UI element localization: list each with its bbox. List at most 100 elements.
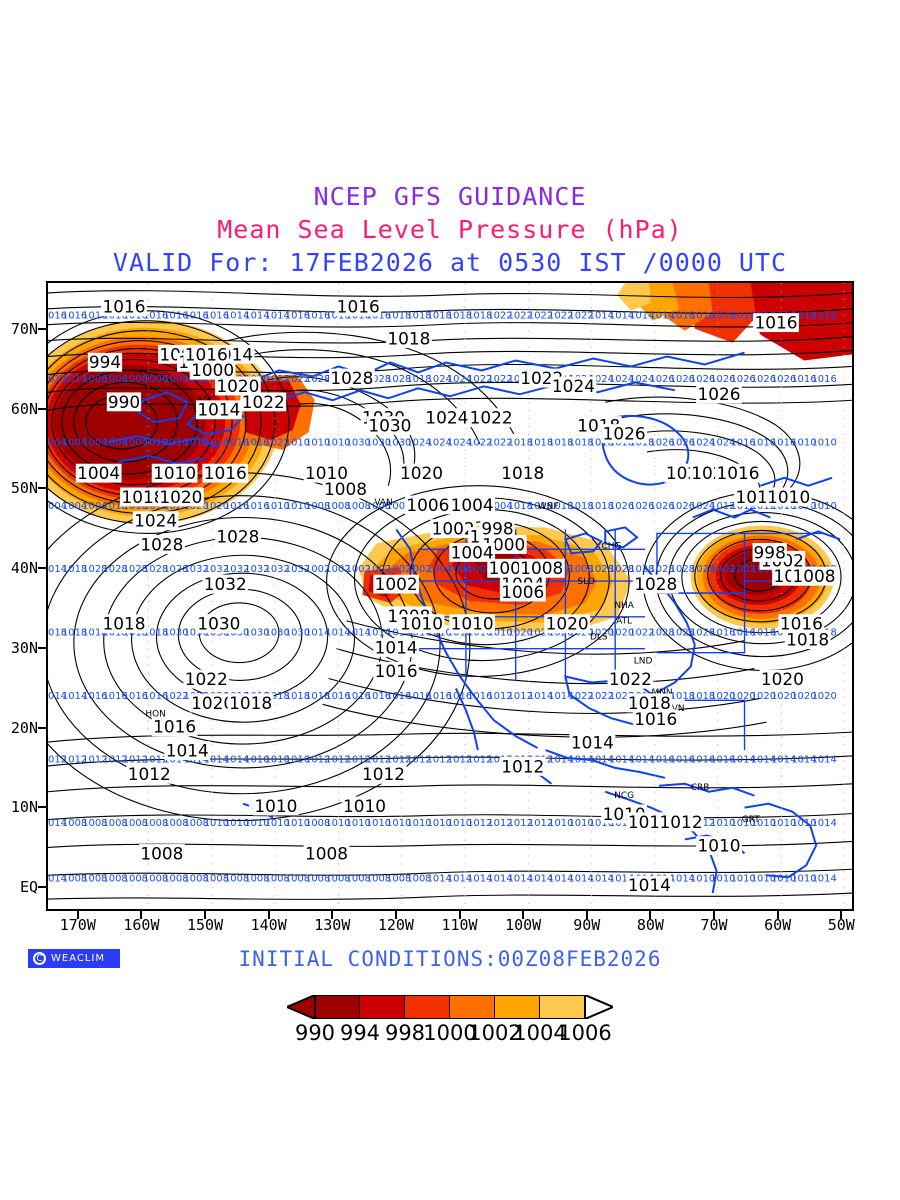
gridpoint-value: 1032 — [265, 564, 290, 575]
contour-label-bg — [569, 733, 616, 753]
gridpoint-value: 1024 — [447, 437, 472, 448]
contour-label: 1022 — [470, 408, 513, 428]
colorbar-cell-994 — [360, 995, 405, 1019]
contour-label-bg — [499, 463, 546, 483]
gridpoint-value: 1028 — [609, 564, 634, 575]
contour-label: 1016 — [337, 297, 380, 317]
lon-tickmark — [331, 911, 334, 919]
gridpoint-value: 1012 — [467, 818, 492, 829]
contour-label-bg — [632, 574, 679, 594]
station-label-NHA: NHA — [614, 601, 634, 611]
gridpoint-value: 1008 — [62, 818, 87, 829]
contour-label: 1026 — [698, 384, 741, 404]
contour-label: 1010 — [305, 463, 348, 483]
lat-tick-20N: 20N — [10, 718, 38, 737]
gridpoint-value: 1022 — [285, 374, 310, 385]
gridpoint-value: 1010 — [568, 818, 593, 829]
pressure-center-label: 990 — [108, 392, 140, 412]
gridpoint-value: 1018 — [528, 437, 553, 448]
gridpoint-value: 1020 — [710, 691, 735, 702]
contour-label: 1000 — [191, 360, 234, 380]
gridpoint-value: 1008 — [102, 818, 127, 829]
contour-label-bg — [227, 693, 274, 713]
contour-label: 1010 — [400, 614, 443, 634]
gridpoint-value: 1018 — [690, 691, 715, 702]
colorbar-cell-1002 — [495, 995, 540, 1019]
lat-tickmark — [38, 487, 46, 490]
gridpoint-value: 1010 — [325, 818, 350, 829]
gridpoint-value: 1012 — [487, 818, 512, 829]
gridpoint-value: 1018 — [102, 501, 127, 512]
gridpoint-value: 1014 — [346, 628, 371, 639]
gridpoint-value: 1028 — [649, 564, 674, 575]
gridpoint-value: 1008 — [346, 501, 371, 512]
gridpoint-value: 1022 — [609, 691, 634, 702]
gridpoint-value: 1014 — [609, 311, 634, 322]
pressure-center-bg — [752, 542, 787, 562]
gridpoint-value: 1018 — [427, 311, 452, 322]
lon-tick-100W: 100W — [505, 916, 542, 934]
gridpoint-value: 1016 — [285, 311, 310, 322]
gridpoint-value: 1014 — [427, 873, 452, 884]
contour-label-bg — [759, 669, 806, 689]
gridpoint-value: 1010 — [285, 437, 310, 448]
station-label-ANC: ANC — [197, 395, 216, 405]
gridpoint-value: 1014 — [568, 754, 593, 765]
gridpoint-value: 1010 — [730, 818, 755, 829]
gridpoint-value: 1016 — [183, 311, 208, 322]
gridpoint-value: 1018 — [406, 311, 431, 322]
gridpoint-value: 1016 — [730, 311, 755, 322]
gridpoint-value: 1026 — [710, 374, 735, 385]
contour-label: 1014 — [197, 400, 240, 420]
gridpoint-value: 1018 — [568, 437, 593, 448]
gridpoint-value: 1014 — [589, 873, 614, 884]
contour-label: 1020 — [159, 487, 202, 507]
gridpoint-value: 1008 — [143, 873, 168, 884]
gridpoint-value: 1026 — [649, 501, 674, 512]
gridpoint-value: 1010 — [548, 818, 573, 829]
title-block: NCEP GFS GUIDANCE Mean Sea Level Pressur… — [0, 180, 900, 279]
contour-label-bg — [696, 384, 742, 404]
gridpoint-value: 1008 — [82, 818, 107, 829]
lon-tick-140W: 140W — [250, 916, 287, 934]
contour-label: 1010 — [254, 796, 297, 816]
gridpoint-value: 1010 — [427, 818, 452, 829]
gridpoint-value: 1012 — [386, 754, 411, 765]
gridpoint-value: 1004 — [123, 437, 148, 448]
gridpoint-value: 1010 — [710, 873, 735, 884]
pressure-center-label: 1028 — [216, 527, 259, 547]
lon-tickmark — [267, 911, 270, 919]
gridpoint-value: 1008 — [305, 501, 330, 512]
gridpoint-value: 1030 — [163, 628, 188, 639]
contour-label-bg — [158, 487, 204, 507]
gridpoint-value: 1010 — [771, 873, 796, 884]
gridpoint-value: 1010 — [244, 754, 269, 765]
gridpoint-value: 1028 — [123, 564, 148, 575]
gridpoint-value: 1014 — [548, 691, 573, 702]
station-label-VAN: VAN — [374, 498, 392, 508]
gridpoint-value: 1030 — [265, 628, 290, 639]
contour-label: 1016 — [717, 463, 760, 483]
gridpoint-value: 1014 — [771, 754, 796, 765]
contour-label: 1022 — [609, 669, 652, 689]
gridpoint-value: 1010 — [447, 818, 472, 829]
gridpoint-value: 1030 — [366, 437, 391, 448]
gridpoint-value: 1022 — [487, 311, 512, 322]
gridpoint-value: 1014 — [447, 873, 472, 884]
lat-tickmark — [38, 327, 46, 330]
contour-label-bg — [449, 542, 496, 562]
lon-tickmark — [140, 911, 143, 919]
lon-tickmark — [204, 911, 207, 919]
contour-label-bg — [335, 297, 382, 317]
gridpoint-value: 1014 — [467, 873, 492, 884]
gridpoint-value: 1022 — [487, 437, 512, 448]
gridpoint-value: 1012 — [487, 691, 512, 702]
contour-label-bg — [626, 693, 673, 713]
colorbar-labels-wrap: 990 994 998 1000 1002 1004 1006 — [0, 995, 900, 1049]
gridpoint-value: 1008 — [62, 873, 87, 884]
contour-label: 1016 — [185, 344, 228, 364]
contour-label: 1022 — [242, 392, 285, 412]
station-label-SLO: SLO — [577, 577, 594, 587]
contour-label: 1012 — [362, 764, 405, 784]
gridpoint-value: 1018 — [508, 437, 533, 448]
